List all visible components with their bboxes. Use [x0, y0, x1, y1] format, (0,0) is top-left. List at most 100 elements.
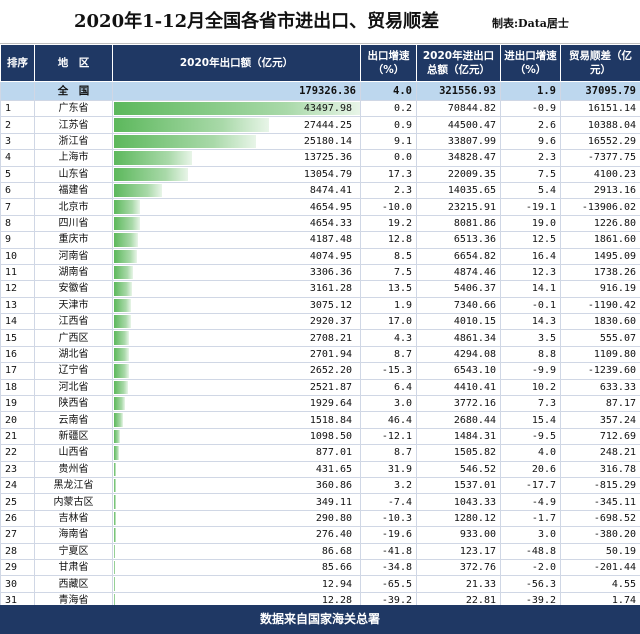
- region-cell: 海南省: [34, 526, 113, 544]
- export-value: 86.68: [321, 545, 352, 557]
- export-value: 85.66: [321, 562, 352, 574]
- rank-cell: 5: [0, 165, 35, 183]
- rank-cell: 4: [0, 149, 35, 167]
- rank-cell: 11: [0, 263, 35, 282]
- total-trade-cell: 4861.34: [416, 329, 501, 347]
- export-value: 13054.79: [303, 168, 352, 180]
- trade-table: 排序 地 区 2020年出口额（亿元） 出口增速（%） 2020年进出口总额（亿…: [0, 44, 640, 610]
- export-growth-cell: 17.0: [360, 313, 417, 331]
- title-bar: 2020年1-12月全国各省市进出口、贸易顺差 制表:Data居士: [0, 0, 640, 44]
- export-bar: [114, 577, 115, 591]
- table-row: 28 宁夏区 86.68 -41.8 123.17 -48.8 50.19: [0, 542, 640, 560]
- region-cell: 贵州省: [34, 460, 113, 478]
- trade-growth-cell: 20.6: [500, 460, 561, 478]
- export-value: 1098.50: [309, 431, 352, 442]
- table-row: 17 辽宁省 2652.20 -15.3 6543.10 -9.9 -1239.60: [0, 362, 640, 380]
- export-bar: [114, 183, 162, 198]
- trade-growth-cell: -56.3: [500, 575, 561, 593]
- export-bar: [114, 298, 132, 313]
- table-row: 29 甘肃省 85.66 -34.8 372.76 -2.0 -201.44: [0, 558, 640, 577]
- export-cell: 4074.95: [112, 247, 361, 265]
- table-row: 26 吉林省 290.80 -10.3 1280.12 -1.7 -698.52: [0, 509, 640, 528]
- total-trade-cell: 1043.33: [416, 493, 501, 511]
- region-cell: 广东省: [34, 99, 113, 118]
- header-total-trade: 2020年进出口总额（亿元）: [416, 44, 501, 82]
- export-cell: 2521.87: [112, 378, 361, 397]
- total-trade-cell: 6543.10: [416, 362, 501, 380]
- region-cell: 福建省: [34, 181, 113, 200]
- table-row: 23 贵州省 431.65 31.9 546.52 20.6 316.78: [0, 460, 640, 478]
- trade-growth-cell: -17.7: [500, 476, 561, 495]
- export-cell: 3161.28: [112, 280, 361, 298]
- rank-cell: 9: [0, 231, 35, 249]
- rank-cell: 14: [0, 313, 35, 331]
- export-cell: 2652.20: [112, 362, 361, 380]
- region-cell: 北京市: [34, 198, 113, 216]
- total-trade-cell: 4410.41: [416, 378, 501, 397]
- export-bar: [114, 495, 116, 509]
- surplus-cell: 1495.09: [560, 247, 640, 265]
- export-growth-cell: -12.1: [360, 427, 417, 446]
- trade-growth-cell: -0.9: [500, 99, 561, 118]
- export-growth-cell: -10.0: [360, 198, 417, 216]
- export-value: 2652.20: [309, 365, 352, 377]
- export-bar: [114, 200, 141, 214]
- rank-cell: 17: [0, 362, 35, 380]
- export-growth-cell: 31.9: [360, 460, 417, 478]
- export-value: 3075.12: [309, 299, 352, 311]
- surplus-cell: 16151.14: [560, 99, 640, 118]
- total-trade-cell: 1280.12: [416, 509, 501, 528]
- table-row: 20 云南省 1518.84 46.4 2680.44 15.4 357.24: [0, 411, 640, 429]
- table-row: 2 江苏省 27444.25 0.9 44500.47 2.6 10388.04: [0, 116, 640, 134]
- export-value: 3306.36: [309, 267, 352, 279]
- table-row: 19 陕西省 1929.64 3.0 3772.16 7.3 87.17: [0, 395, 640, 413]
- trade-growth-cell: 19.0: [500, 214, 561, 233]
- total-label: 全 国: [34, 81, 113, 101]
- export-cell: 877.01: [112, 444, 361, 462]
- table-row: 27 海南省 276.40 -19.6 933.00 3.0 -380.20: [0, 526, 640, 544]
- export-cell: 2708.21: [112, 329, 361, 347]
- trade-growth-cell: 12.3: [500, 263, 561, 282]
- header-row: 排序 地 区 2020年出口额（亿元） 出口增速（%） 2020年进出口总额（亿…: [0, 44, 640, 82]
- table-row: 18 河北省 2521.87 6.4 4410.41 10.2 633.33: [0, 378, 640, 397]
- surplus-cell: -7377.75: [560, 149, 640, 167]
- export-bar: [114, 429, 121, 444]
- export-bar: [114, 331, 130, 345]
- total-trade-cell: 123.17: [416, 542, 501, 560]
- trade-growth-cell: 14.3: [500, 313, 561, 331]
- header-export: 2020年出口额（亿元）: [112, 44, 361, 82]
- table-row: 24 黑龙江省 360.86 3.2 1537.01 -17.7 -815.29: [0, 476, 640, 495]
- trade-growth-cell: 16.4: [500, 247, 561, 265]
- total-trade-cell: 14035.65: [416, 181, 501, 200]
- export-growth-cell: -65.5: [360, 575, 417, 593]
- export-value: 349.11: [315, 496, 352, 508]
- region-cell: 甘肃省: [34, 558, 113, 577]
- rank-cell: 22: [0, 444, 35, 462]
- total-trade-cell: 44500.47: [416, 116, 501, 134]
- trade-growth-cell: 7.3: [500, 395, 561, 413]
- export-growth-cell: 12.8: [360, 231, 417, 249]
- export-cell: 86.68: [112, 542, 361, 560]
- table-row: 25 内蒙古区 349.11 -7.4 1043.33 -4.9 -345.11: [0, 493, 640, 511]
- trade-growth-cell: -4.9: [500, 493, 561, 511]
- export-cell: 27444.25: [112, 116, 361, 134]
- rank-cell: 6: [0, 181, 35, 200]
- export-growth-cell: -7.4: [360, 493, 417, 511]
- region-cell: 天津市: [34, 296, 113, 315]
- export-value: 13725.36: [303, 152, 352, 164]
- export-cell: 2701.94: [112, 345, 361, 364]
- region-cell: 浙江省: [34, 132, 113, 151]
- total-trade-cell: 1484.31: [416, 427, 501, 446]
- export-growth-cell: -41.8: [360, 542, 417, 560]
- rank-cell: 18: [0, 378, 35, 397]
- export-cell: 3306.36: [112, 263, 361, 282]
- trade-growth-cell: 9.6: [500, 132, 561, 151]
- region-cell: 上海市: [34, 149, 113, 167]
- total-surplus: 37095.79: [560, 81, 640, 101]
- export-bar: [114, 478, 117, 493]
- trade-growth-cell: 3.0: [500, 526, 561, 544]
- export-growth-cell: 8.7: [360, 444, 417, 462]
- export-cell: 13054.79: [112, 165, 361, 183]
- export-value: 12.28: [321, 594, 352, 606]
- export-cell: 4654.95: [112, 198, 361, 216]
